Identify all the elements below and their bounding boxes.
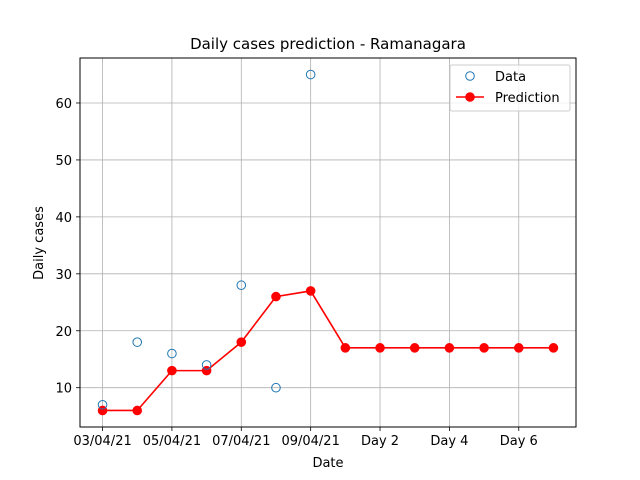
prediction-point (271, 291, 281, 302)
prediction-point (479, 343, 489, 353)
prediction-point (340, 343, 351, 353)
prediction-point (409, 343, 420, 353)
data-point (132, 337, 143, 347)
x-tick-label: Day 6 (500, 434, 538, 449)
x-axis-title: Date (312, 456, 343, 471)
y-axis-title: Daily cases (32, 206, 47, 280)
axis-ticks: 03/04/21 05/04/21 07/04/21 09/04/21 Day 2 Day… (55, 97, 537, 449)
y-tick-label: 40 (55, 211, 72, 226)
data-point (305, 69, 316, 80)
x-tick-label: Day 2 (361, 434, 399, 449)
legend-prediction-label: Prediction (495, 91, 560, 106)
prediction-point (444, 343, 455, 353)
chart-title: Daily cases prediction - Ramanagara (190, 35, 466, 53)
x-tick-label: Day 4 (430, 434, 468, 449)
prediction-point (375, 343, 385, 353)
prediction-point (167, 365, 177, 376)
data-point (167, 348, 177, 359)
x-tick-label: 03/04/21 (73, 434, 131, 449)
y-tick-label: 60 (55, 97, 72, 112)
y-tick-label: 30 (55, 268, 72, 283)
y-tick-label: 20 (55, 325, 72, 340)
legend-box (449, 64, 571, 112)
legend-prediction-marker (465, 92, 475, 102)
prediction-point (548, 343, 559, 353)
data-point (201, 360, 212, 370)
x-tick-label: 07/04/21 (212, 434, 270, 449)
prediction-point (132, 405, 143, 416)
series-layer (97, 69, 559, 416)
data-point (236, 280, 247, 291)
prediction-point (305, 286, 316, 296)
data-point (271, 382, 281, 393)
x-tick-label: 05/04/21 (143, 434, 201, 449)
prediction-line (102, 290, 554, 412)
y-tick-label: 10 (55, 382, 72, 397)
x-tick-label: 09/04/21 (281, 434, 339, 449)
grid-lines (80, 58, 576, 427)
legend-data-marker (465, 71, 475, 81)
plot-area-frame (79, 57, 577, 428)
legend: Data Prediction (449, 64, 571, 112)
legend-data-label: Data (495, 70, 526, 85)
prediction-point (236, 337, 247, 347)
y-tick-label: 50 (55, 154, 72, 169)
data-point (97, 399, 108, 410)
prediction-point (513, 343, 524, 353)
